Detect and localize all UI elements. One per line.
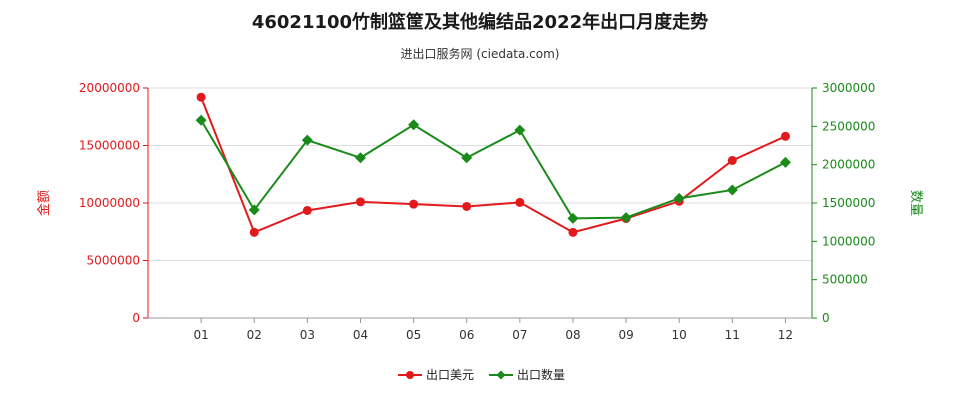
chart-subtitle: 进出口服务网 (ciedata.com) [400, 47, 560, 61]
left-axis-ticks: 0 5000000 10000000 15000000 20000000 [79, 81, 148, 325]
right-tick-label: 3000000 [822, 81, 875, 95]
x-tick-label: 12 [778, 328, 793, 342]
data-point [196, 92, 206, 102]
x-tick-label: 05 [406, 328, 421, 342]
series-1 [196, 92, 790, 237]
x-axis-ticks: 01 02 03 04 05 06 07 08 09 10 11 12 [193, 318, 793, 342]
legend-item: 出口美元 [398, 368, 474, 382]
right-tick-label: 1000000 [822, 234, 875, 248]
data-point [249, 227, 259, 237]
x-tick-label: 09 [618, 328, 633, 342]
right-tick-label: 500000 [822, 273, 868, 287]
x-tick-label: 10 [672, 328, 687, 342]
data-point [673, 192, 685, 204]
right-tick-label: 1500000 [822, 196, 875, 210]
series-2 [195, 114, 791, 224]
data-point [727, 155, 737, 165]
data-point [408, 119, 420, 131]
x-tick-label: 08 [565, 328, 580, 342]
legend-item: 出口数量 [489, 367, 565, 382]
x-tick-label: 03 [300, 328, 315, 342]
legend-label: 出口数量 [517, 367, 565, 382]
data-point [620, 212, 632, 224]
data-point [461, 152, 473, 164]
left-tick-label: 0 [132, 311, 140, 325]
x-tick-label: 11 [725, 328, 740, 342]
data-point [301, 134, 313, 146]
data-point [302, 205, 312, 215]
left-tick-label: 10000000 [79, 196, 140, 210]
legend: 出口美元 出口数量 [398, 367, 565, 382]
data-point [248, 204, 260, 216]
data-point [355, 197, 365, 207]
data-point [354, 152, 366, 164]
data-point [568, 227, 578, 237]
series-line [200, 119, 786, 220]
x-tick-label: 07 [512, 328, 527, 342]
grid-lines [148, 87, 812, 261]
right-tick-label: 2500000 [822, 119, 875, 133]
legend-marker [496, 370, 506, 380]
data-point [409, 199, 419, 209]
left-tick-label: 15000000 [79, 139, 140, 153]
data-point [780, 131, 790, 141]
x-tick-label: 06 [459, 328, 474, 342]
x-tick-label: 04 [353, 328, 368, 342]
data-point [515, 197, 525, 207]
legend-marker [406, 371, 414, 379]
data-point [779, 156, 791, 168]
right-tick-label: 2000000 [822, 158, 875, 172]
left-tick-label: 20000000 [79, 81, 140, 95]
data-point [726, 184, 738, 196]
legend-label: 出口美元 [426, 368, 474, 382]
data-point [514, 124, 526, 136]
right-axis-title: 数量 [908, 190, 923, 216]
series-layer [195, 92, 791, 237]
data-point [462, 201, 472, 211]
left-axis-title: 金额 [36, 190, 52, 216]
series-line [200, 96, 786, 234]
x-tick-label: 01 [193, 328, 208, 342]
x-tick-label: 02 [247, 328, 262, 342]
chart-title: 46021100竹制篮筐及其他编结品2022年出口月度走势 [251, 12, 709, 33]
right-axis-ticks: 0 500000 1000000 1500000 2000000 2500000 30000… [812, 81, 875, 325]
left-tick-label: 5000000 [87, 254, 140, 268]
data-point [567, 212, 579, 224]
right-tick-label: 0 [822, 311, 830, 325]
data-point [195, 114, 207, 126]
